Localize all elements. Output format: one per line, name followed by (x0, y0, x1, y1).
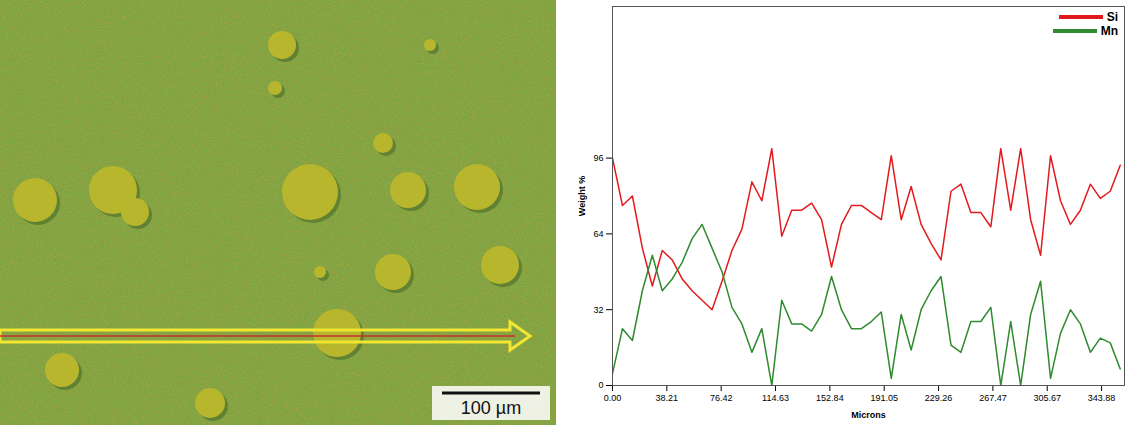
svg-text:343.88: 343.88 (1088, 393, 1116, 403)
svg-text:32: 32 (593, 305, 603, 315)
html-text:Si: Si (1106, 10, 1118, 24)
svg-text:Weight %: Weight % (577, 176, 587, 216)
svg-text:Microns: Microns (851, 410, 886, 420)
svg-text:38.21: 38.21 (656, 393, 679, 403)
svg-text:114.63: 114.63 (762, 393, 789, 403)
svg-text:191.05: 191.05 (870, 393, 898, 403)
svg-text:152.84: 152.84 (816, 393, 844, 403)
svg-text:229.26: 229.26 (925, 393, 953, 403)
svg-text:305.67: 305.67 (1033, 393, 1061, 403)
svg-text:267.47: 267.47 (979, 393, 1007, 403)
svg-text:76.42: 76.42 (710, 393, 733, 403)
svg-text:0.00: 0.00 (604, 393, 622, 403)
html-text:Mn: Mn (1100, 24, 1118, 38)
svg-text:96: 96 (593, 153, 603, 163)
svg-text:64: 64 (593, 229, 603, 239)
svg-text:0: 0 (598, 380, 603, 390)
svg-text:100 µm: 100 µm (461, 398, 521, 418)
